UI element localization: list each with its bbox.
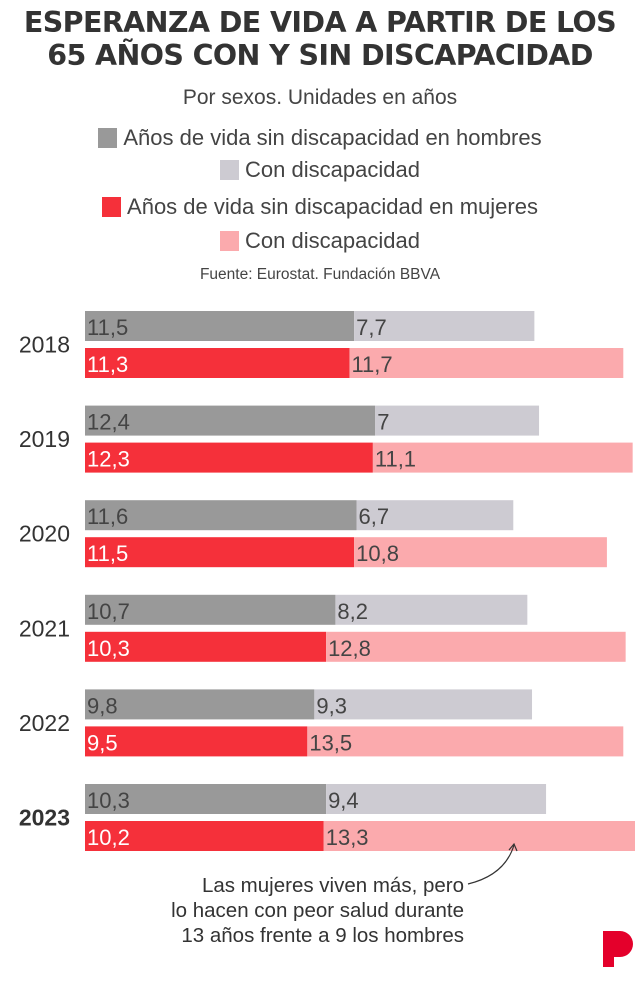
- value-label: 11,6: [87, 504, 128, 529]
- year-label: 2019: [19, 426, 70, 452]
- bar-men-without-disability: [85, 500, 357, 531]
- value-label: 13,3: [326, 825, 369, 850]
- annotation-arrow-icon: [467, 844, 515, 885]
- annotation-line-1: Las mujeres viven más, pero: [201, 874, 464, 897]
- value-label: 10,2: [87, 825, 130, 850]
- bar-men-without-disability: [85, 594, 336, 625]
- legend-swatch-icon: [220, 160, 240, 180]
- legend-swatch-icon: [220, 231, 240, 251]
- value-label: 11,1: [375, 447, 416, 472]
- value-label: 9,3: [316, 693, 347, 718]
- bar-men-without-disability: [85, 689, 315, 720]
- bar-women-with-disability: [307, 726, 624, 757]
- legend-item-men-with-disability: Con discapacidad: [0, 157, 640, 183]
- value-label: 7: [377, 410, 389, 435]
- year-label: 2018: [19, 332, 70, 358]
- bar-men-with-disability: [314, 689, 533, 720]
- value-label: 10,8: [356, 541, 399, 566]
- value-label: 9,8: [87, 693, 118, 718]
- annotation-text: Las mujeres viven más, pero lo hacen con…: [100, 873, 464, 948]
- value-label: 12,3: [87, 447, 130, 472]
- bar-women-with-disability: [326, 631, 626, 662]
- legend-item-men-without-disability: Años de vida sin discapacidad en hombres: [0, 125, 640, 151]
- chart-title-line-2: 65 AÑOS CON Y SIN DISCAPACIDAD: [47, 39, 593, 72]
- value-label: 8,2: [337, 599, 368, 624]
- value-label: 7,7: [356, 315, 387, 340]
- bar-women-with-disability: [323, 821, 635, 851]
- chart-title-line-1: ESPERANZA DE VIDA A PARTIR DE LOS: [23, 6, 617, 39]
- value-label: 12,8: [328, 636, 371, 661]
- annotation-line-3: 13 años frente a 9 los hombres: [181, 924, 464, 947]
- bar-women-without-disability: [85, 631, 327, 662]
- bar-women-without-disability: [85, 348, 350, 378]
- chart-title: ESPERANZA DE VIDA A PARTIR DE LOS 65 AÑO…: [0, 6, 640, 72]
- annotation-line-2: lo hacen con peor salud durante: [171, 899, 464, 922]
- value-label: 13,5: [309, 730, 352, 755]
- year-label: 2023: [19, 805, 70, 831]
- bar-women-without-disability: [85, 442, 373, 473]
- value-label: 11,3: [87, 352, 128, 377]
- value-label: 10,3: [87, 788, 130, 813]
- legend-label: Con discapacidad: [245, 228, 420, 253]
- bar-men-with-disability: [356, 500, 514, 531]
- year-label: 2022: [19, 710, 70, 736]
- bar-women-without-disability: [85, 726, 308, 757]
- legend-swatch-icon: [102, 197, 122, 217]
- chart-subtitle: Por sexos. Unidades en años: [182, 86, 458, 109]
- bar-women-without-disability: [85, 821, 324, 851]
- bar-women-without-disability: [85, 537, 355, 568]
- year-label: 2021: [19, 615, 70, 641]
- value-label: 9,5: [87, 730, 118, 755]
- bar-men-without-disability: [85, 311, 355, 341]
- bar-women-with-disability: [372, 442, 633, 473]
- p-logo-icon: [603, 931, 633, 967]
- bar-men-with-disability: [326, 784, 547, 814]
- value-label: 6,7: [358, 504, 389, 529]
- bar-men-with-disability: [354, 311, 535, 341]
- legend-label: Años de vida sin discapacidad en mujeres: [127, 194, 538, 219]
- value-label: 10,7: [87, 599, 130, 624]
- value-label: 10,3: [87, 636, 130, 661]
- legend-swatch-icon: [98, 128, 118, 148]
- bar-women-with-disability: [354, 537, 607, 568]
- legend-item-women-without-disability: Años de vida sin discapacidad en mujeres: [0, 194, 640, 220]
- legend-label: Años de vida sin discapacidad en hombres: [123, 125, 542, 150]
- value-label: 11,5: [87, 315, 128, 340]
- bar-men-with-disability: [375, 405, 540, 436]
- value-label: 9,4: [328, 788, 359, 813]
- legend-label: Con discapacidad: [245, 157, 420, 182]
- legend-item-women-with-disability: Con discapacidad: [0, 228, 640, 254]
- bar-women-with-disability: [349, 348, 624, 378]
- bar-men-without-disability: [85, 405, 376, 436]
- value-label: 12,4: [87, 410, 130, 435]
- bar-men-without-disability: [85, 784, 327, 814]
- value-label: 11,5: [87, 541, 128, 566]
- year-label: 2020: [19, 521, 70, 547]
- annotation-arrowhead-icon: [508, 842, 518, 852]
- bar-men-with-disability: [335, 594, 528, 625]
- source-note: Fuente: Eurostat. Fundación BBVA: [199, 266, 441, 283]
- value-label: 11,7: [351, 352, 392, 377]
